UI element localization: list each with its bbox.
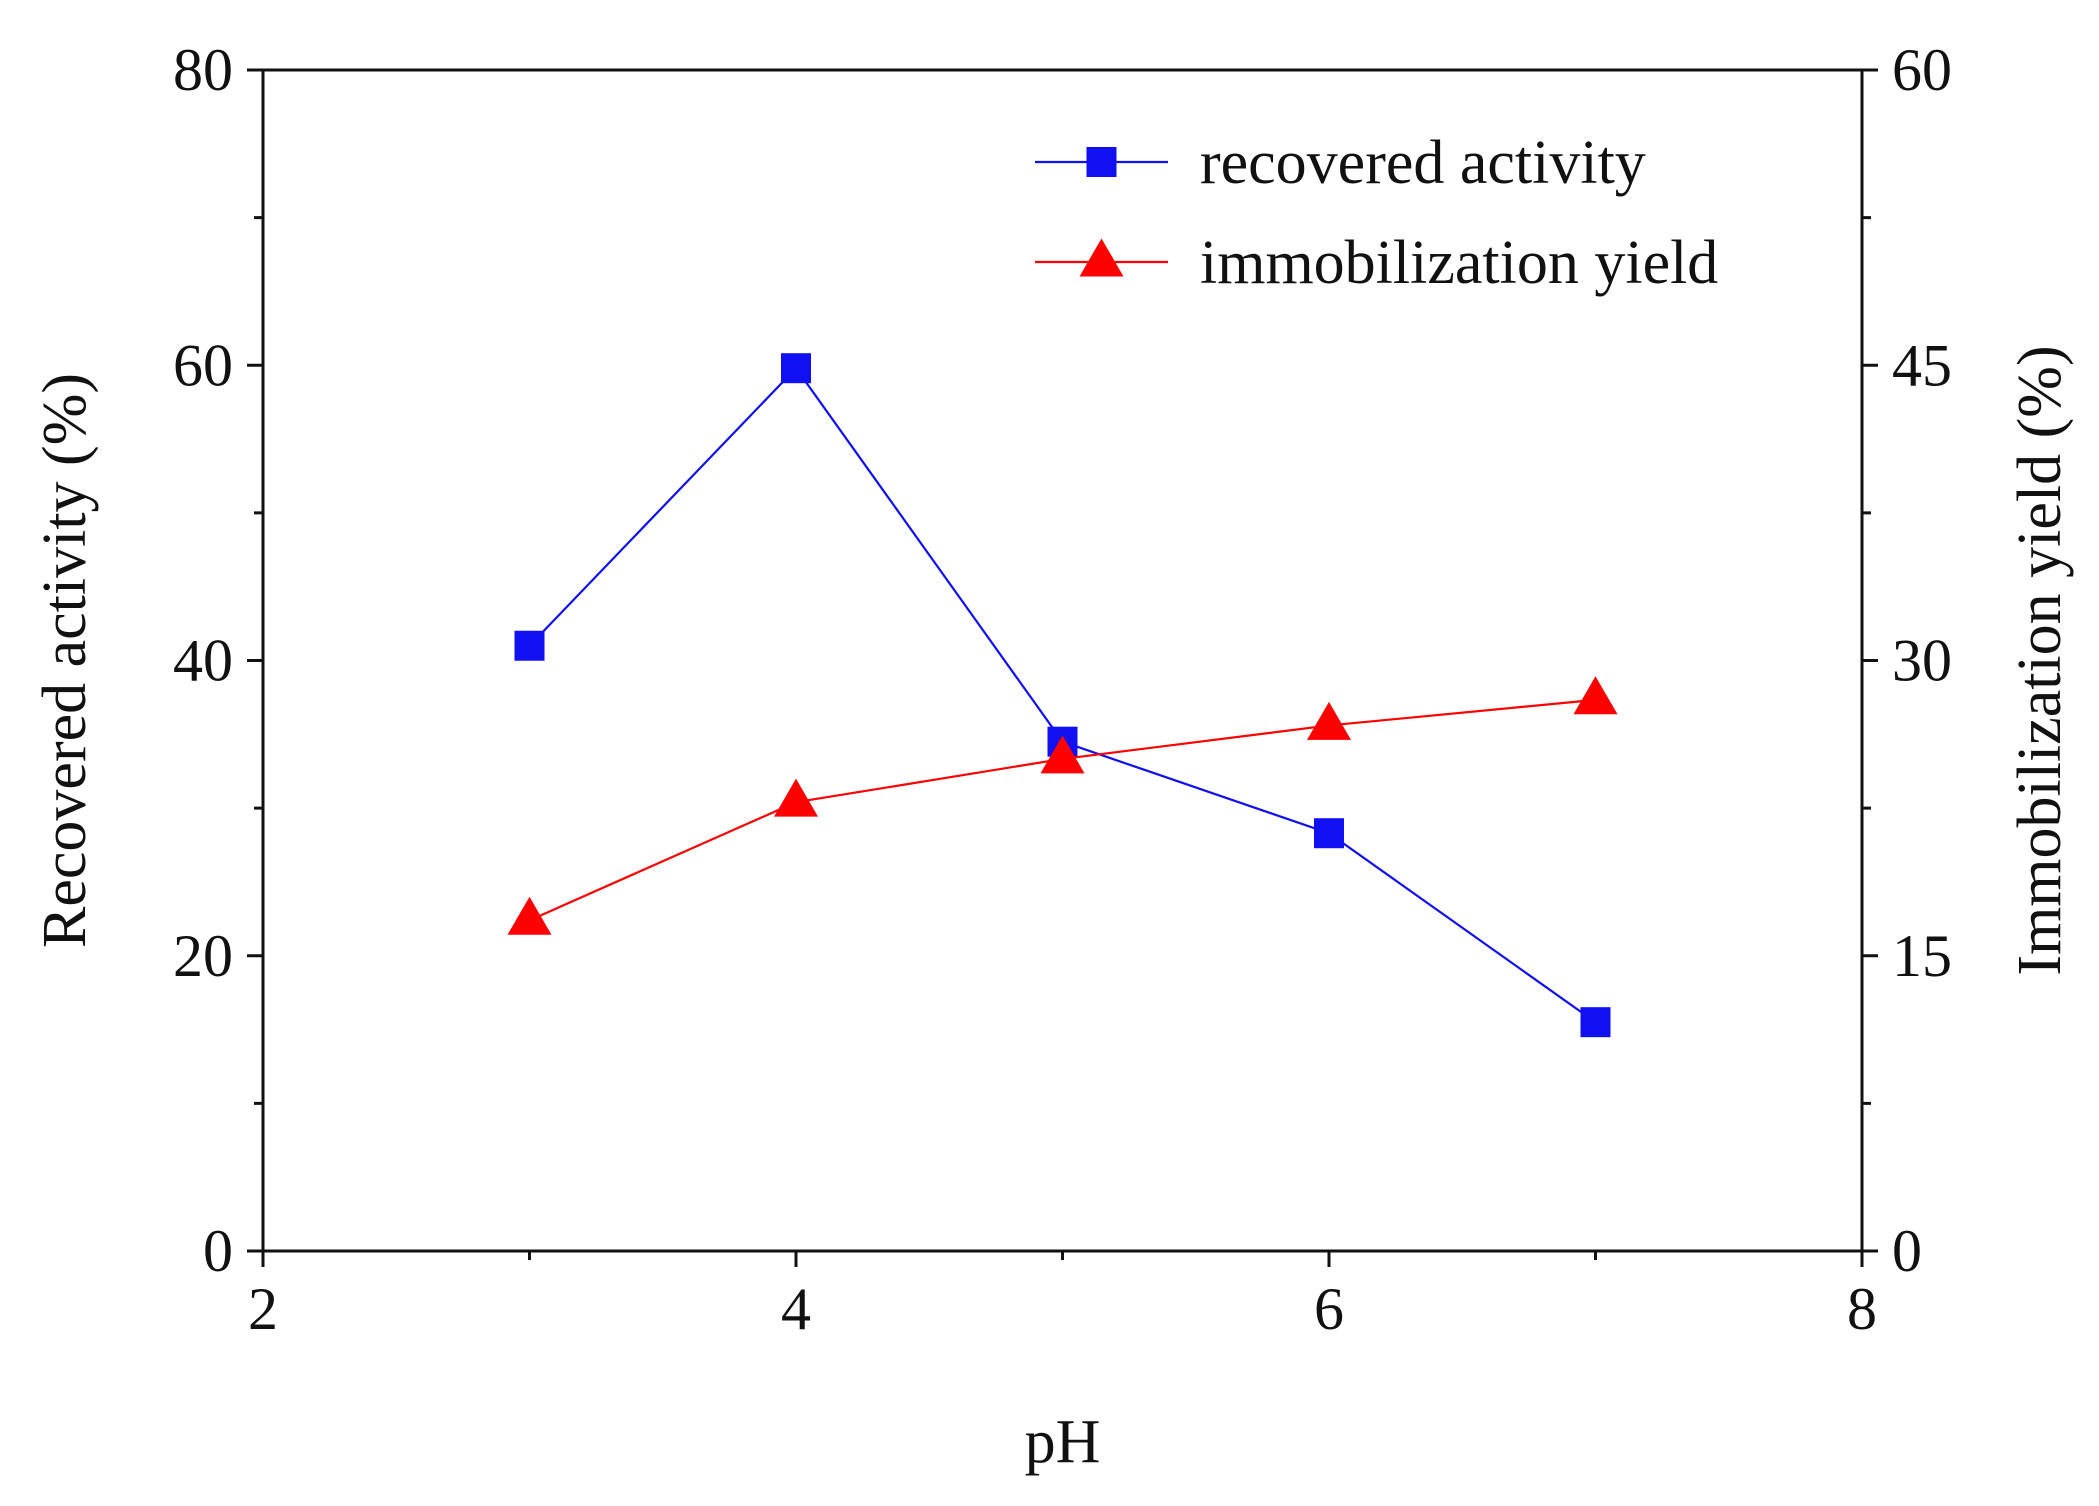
y-right-tick-label: 60 [1892,37,1952,103]
recovered-activity-point [1580,1007,1611,1038]
immobilization-yield-point [1573,676,1618,715]
x-tick-label: 6 [1314,1276,1344,1342]
legend-recovered-activity-label: recovered activity [1200,129,1646,197]
legend-recovered-activity-marker [1086,147,1117,177]
y-right-tick-label: 15 [1892,923,1952,989]
y-left-tick-label: 40 [173,628,233,694]
y-right-tick-label: 0 [1892,1218,1922,1284]
immobilization-yield-point [774,778,818,817]
y-right-tick-label: 30 [1892,628,1952,694]
immobilization-yield-point [1040,735,1085,774]
immobilization-yield-point [1307,701,1351,740]
y-axis-left-title: Recovered activity (%) [31,373,99,948]
x-tick-label: 2 [248,1276,278,1342]
x-tick-label: 8 [1847,1276,1877,1342]
recovered-activity-line [528,366,1597,1024]
x-tick-label: 4 [781,1276,811,1342]
recovered-activity-point [514,630,545,661]
legend-immobilization-yield-marker [1079,238,1124,277]
series-layer [507,353,1618,1038]
y-left-tick-label: 80 [173,37,233,103]
y-left-tick-label: 60 [173,332,233,398]
x-axis-title: pH [1025,1408,1101,1476]
recovered-activity-point [781,353,811,384]
y-left-tick-label: 20 [173,923,233,989]
recovered-activity-point [1314,818,1344,849]
y-left-tick-label: 0 [203,1218,233,1284]
legend: recovered activity immobilization yield [1035,129,1718,297]
axis-ticks [247,68,1878,1267]
legend-immobilization-yield-label: immobilization yield [1200,229,1718,297]
y-axis-right-title: Immobilization yield (%) [2006,345,2074,975]
y-right-tick-label: 45 [1892,332,1952,398]
immobilization-yield-point [507,896,552,935]
